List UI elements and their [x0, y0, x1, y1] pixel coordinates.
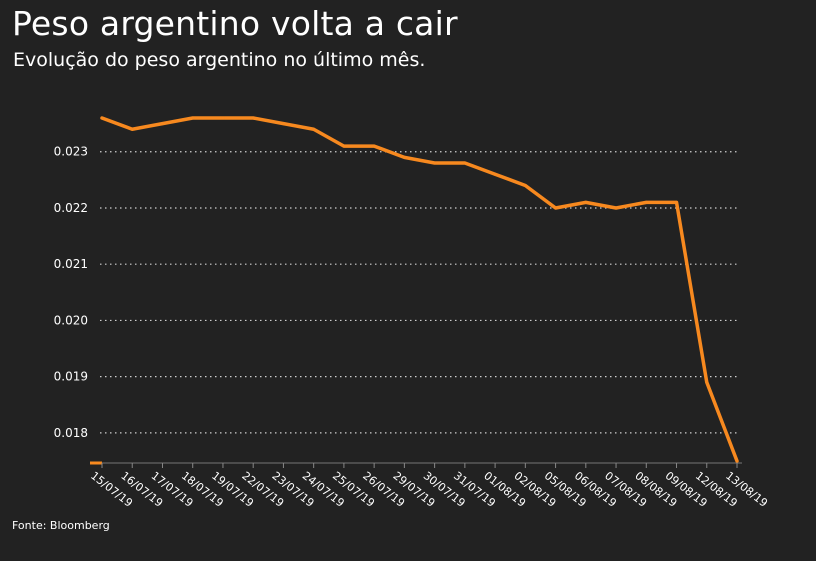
- data-point: [100, 116, 104, 120]
- data-point: [523, 183, 527, 187]
- data-point: [221, 116, 225, 120]
- source-note: Fonte: Bloomberg: [12, 519, 110, 532]
- data-point: [130, 127, 134, 131]
- gridlines: [100, 151, 740, 434]
- data-point: [644, 200, 648, 204]
- chart-subtitle: Evolução do peso argentino no último mês…: [13, 49, 426, 71]
- y-tick-label: 0.023: [54, 145, 88, 159]
- data-point: [675, 200, 679, 204]
- series-group: [100, 116, 739, 463]
- data-point: [433, 161, 437, 165]
- data-point: [463, 161, 467, 165]
- data-point: [614, 206, 618, 210]
- data-point: [160, 122, 164, 126]
- data-point: [554, 206, 558, 210]
- data-point: [372, 144, 376, 148]
- data-point: [281, 122, 285, 126]
- series-line: [100, 116, 739, 463]
- y-tick-label: 0.020: [54, 313, 88, 327]
- data-point: [342, 144, 346, 148]
- y-tick-label: 0.021: [54, 257, 88, 271]
- y-tick-label: 0.018: [54, 426, 88, 440]
- data-point: [735, 459, 739, 463]
- x-axis: 15/07/1916/07/1917/07/1918/07/1919/07/19…: [88, 461, 770, 510]
- data-point: [191, 116, 195, 120]
- y-tick-label: 0.019: [54, 370, 88, 384]
- data-point: [402, 155, 406, 159]
- data-point: [705, 380, 709, 384]
- y-axis: 0.018 0.019 0.020 0.021 0.022 0.023: [54, 145, 88, 440]
- data-point: [584, 200, 588, 204]
- chart-title: Peso argentino volta a cair: [12, 4, 458, 43]
- y-tick-label: 0.022: [54, 201, 88, 215]
- data-point: [312, 127, 316, 131]
- data-point: [251, 116, 255, 120]
- data-point: [493, 172, 497, 176]
